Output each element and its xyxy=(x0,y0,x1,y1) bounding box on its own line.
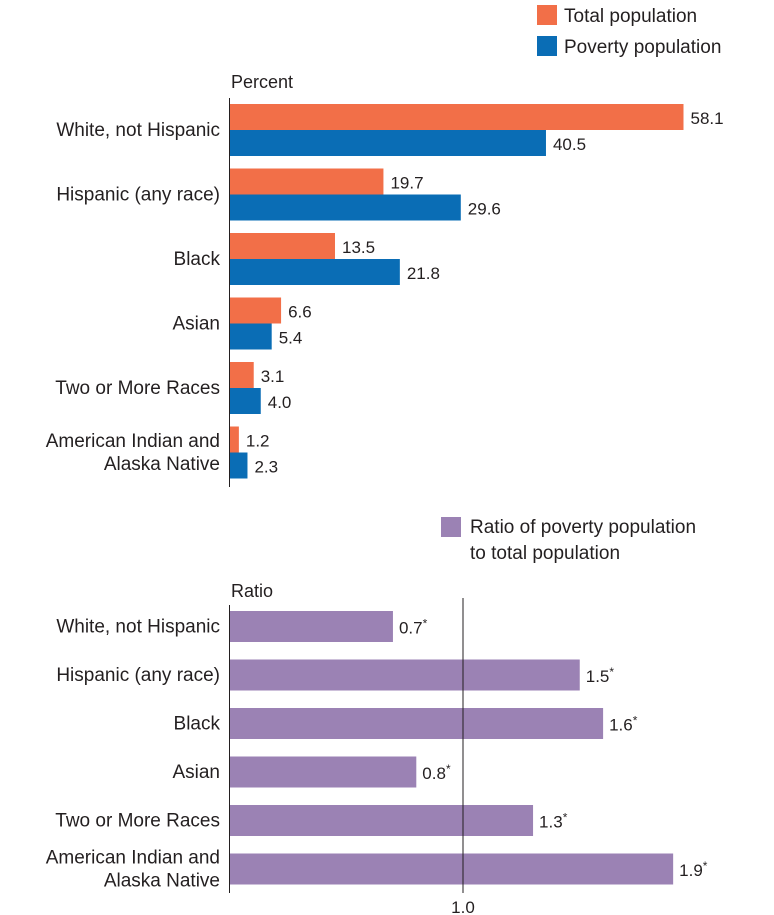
data-label: 1.6* xyxy=(609,714,638,735)
category-label: Black xyxy=(174,714,221,735)
bar-poverty xyxy=(229,130,546,156)
bar-ratio xyxy=(229,853,674,885)
data-label: 58.1 xyxy=(691,109,724,128)
data-label: 1.3* xyxy=(539,811,568,832)
legend-swatch-1 xyxy=(537,5,557,25)
bar-ratio xyxy=(229,756,417,788)
data-label: 0.7* xyxy=(399,617,428,638)
category-label: American Indian and Alaska Native xyxy=(46,848,220,892)
bar-ratio xyxy=(229,708,604,739)
category-label: White, not Hispanic xyxy=(56,617,220,638)
data-label: 21.8 xyxy=(407,264,440,283)
category-label: Black xyxy=(174,249,221,270)
legend-label-2: Poverty population xyxy=(564,37,721,58)
bar-total xyxy=(229,168,384,195)
bar-ratio xyxy=(229,659,580,691)
bar-total xyxy=(229,233,335,259)
y-axis-unit-ratio: Ratio xyxy=(231,581,273,601)
legend-label-1: Total population xyxy=(564,6,697,27)
data-label: 3.1 xyxy=(261,367,285,386)
y-axis-unit-percent: Percent xyxy=(231,72,293,92)
category-label: Asian xyxy=(172,762,220,783)
data-label: 1.2 xyxy=(246,432,270,451)
legend-label-ratio: Ratio of poverty population to total popu… xyxy=(470,517,696,564)
data-label: 1.5* xyxy=(586,665,615,686)
data-label: 0.8* xyxy=(422,762,451,783)
category-label: Hispanic (any race) xyxy=(56,665,220,686)
bar-total xyxy=(229,426,239,453)
category-label: Two or More Races xyxy=(55,811,220,832)
bar-total xyxy=(229,104,684,130)
data-label: 4.0 xyxy=(268,393,292,412)
data-label: 40.5 xyxy=(553,135,586,154)
category-label: American Indian and Alaska Native xyxy=(46,431,220,475)
data-label: 1.9* xyxy=(679,859,708,880)
data-label: 6.6 xyxy=(288,303,312,322)
category-label: Hispanic (any race) xyxy=(56,185,220,206)
bar-ratio xyxy=(229,805,534,836)
data-label: 19.7 xyxy=(390,174,423,193)
bar-poverty xyxy=(229,259,400,285)
data-label: 29.6 xyxy=(468,200,501,219)
bar-ratio xyxy=(229,611,393,642)
bar-total xyxy=(229,362,254,388)
data-label: 13.5 xyxy=(342,238,375,257)
bar-poverty xyxy=(229,452,248,479)
bar-total xyxy=(229,297,282,324)
bar-poverty xyxy=(229,323,272,350)
category-label: Two or More Races xyxy=(55,378,220,399)
x-tick-label: 1.0 xyxy=(451,898,475,915)
legend-swatch-2 xyxy=(537,36,557,56)
bar-poverty xyxy=(229,194,461,221)
category-label: Asian xyxy=(172,314,220,335)
category-label: White, not Hispanic xyxy=(56,120,220,141)
data-label: 5.4 xyxy=(279,329,303,348)
bar-poverty xyxy=(229,388,261,414)
legend-swatch-ratio xyxy=(441,517,461,537)
data-label: 2.3 xyxy=(254,458,278,477)
